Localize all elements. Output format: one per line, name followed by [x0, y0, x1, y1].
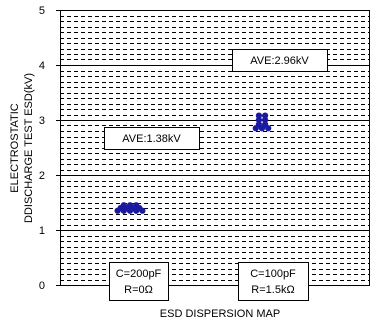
data-point: [120, 207, 127, 214]
annotation-text: AVE:2.96kV: [250, 55, 309, 67]
category-box: [238, 262, 309, 301]
annotation-text: AVE:1.38kV: [122, 133, 181, 145]
y-tick-label: 1: [39, 225, 45, 237]
category-label-line: R=0Ω: [124, 284, 153, 296]
category-label-line: C=100pF: [250, 268, 296, 280]
annotation-box: [232, 49, 328, 72]
category-box: [109, 262, 169, 301]
data-point: [262, 112, 269, 119]
y-axis-title-line-1: ELECTROSTATIC: [9, 103, 21, 192]
average-annotations: AVE:1.38kV AVE:2.96kV: [104, 49, 328, 150]
average-annotation: AVE:2.96kV: [232, 49, 328, 72]
y-tick-label: 4: [39, 60, 45, 72]
y-tick-label: 3: [39, 115, 45, 127]
average-annotation: AVE:1.38kV: [104, 127, 200, 150]
data-point: [258, 125, 266, 132]
data-point: [139, 207, 146, 214]
y-tick-label: 2: [39, 170, 45, 182]
y-axis-title-line-2: DDISCHARGE TEST ESD(kV): [23, 73, 35, 223]
data-point: [255, 116, 262, 124]
data-point: [114, 207, 121, 214]
y-tick-label: 5: [39, 5, 45, 17]
data-point: [126, 207, 134, 214]
plot-frame: [60, 10, 370, 286]
category-label-line: C=200pF: [116, 268, 162, 280]
category-label: C=200pF R=0Ω: [109, 262, 169, 301]
data-point: [265, 125, 272, 132]
category-label-line: R=1.5kΩ: [251, 284, 294, 296]
data-point: [133, 207, 140, 214]
annotation-box: [104, 127, 200, 150]
data-point: [252, 125, 259, 132]
data-points: [114, 112, 272, 214]
category-label: C=100pF R=1.5kΩ: [238, 262, 309, 301]
x-axis-title: ESD DISPERSION MAP: [160, 308, 280, 320]
y-tick-label: 0: [39, 280, 45, 292]
category-labels: C=200pF R=0Ω C=100pF R=1.5kΩ: [109, 262, 309, 301]
data-point: [262, 116, 269, 124]
data-point: [255, 112, 262, 119]
y-axis-ticks: 0 1 2 3 4 5: [39, 5, 60, 292]
